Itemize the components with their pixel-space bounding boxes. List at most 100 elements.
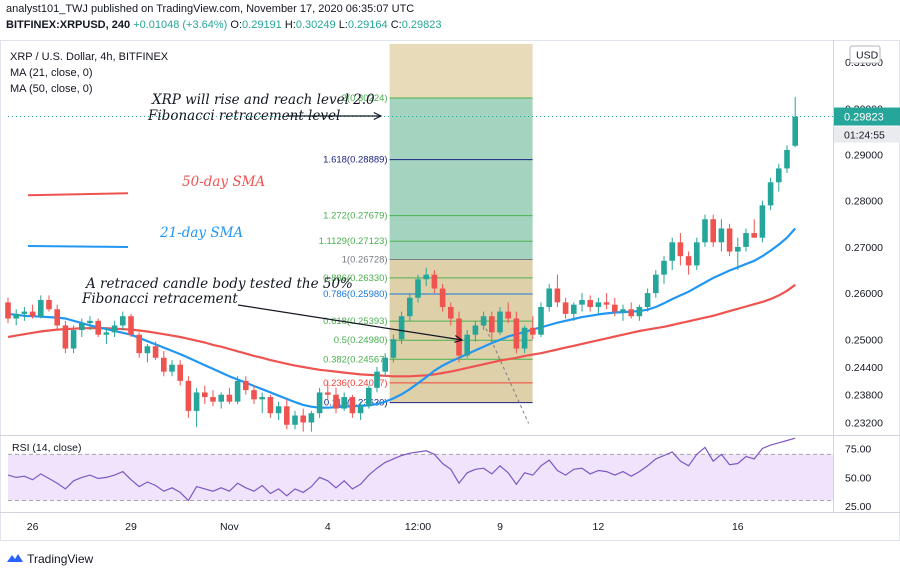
candle <box>644 288 651 312</box>
candle-body <box>562 302 569 314</box>
candle-body <box>308 413 315 423</box>
top-note-arrow <box>286 111 383 121</box>
candle <box>767 177 774 210</box>
candle <box>439 283 446 312</box>
candle <box>628 302 634 319</box>
fib-level-label-7: 0.618(0.25393) <box>323 316 387 327</box>
candle-body <box>259 397 265 400</box>
candle <box>456 311 462 363</box>
countdown-label: 01:24:55 <box>844 130 885 142</box>
candle <box>218 392 224 409</box>
candle-body <box>79 323 85 331</box>
candle-body <box>333 394 339 409</box>
candle <box>13 309 19 326</box>
currency-button-label: USD <box>856 50 879 62</box>
candle-body <box>185 380 192 411</box>
candle-body <box>87 320 93 324</box>
candle <box>579 293 585 312</box>
candle-body <box>521 327 528 349</box>
candle-body <box>718 228 725 243</box>
sma21-legend-swatch <box>27 245 129 249</box>
currency-button[interactable]: USD <box>849 45 881 64</box>
candle <box>677 233 684 266</box>
candle-body <box>169 364 175 372</box>
candle <box>480 311 487 331</box>
candle-body <box>349 397 356 414</box>
candle-body <box>759 205 766 238</box>
candle-body <box>784 149 790 169</box>
fib-level-label-10: 0.236(0.24057) <box>323 378 387 389</box>
candle <box>407 293 413 321</box>
candle <box>292 410 298 430</box>
candle-body <box>120 316 126 326</box>
candle <box>177 360 183 386</box>
candle <box>603 293 610 310</box>
bottom-note-line2: Fibonacci retracement <box>81 291 238 307</box>
bottom-note-arrow <box>237 304 464 343</box>
candle <box>776 163 782 192</box>
candle-body <box>546 288 552 307</box>
time-tick-label: 16 <box>732 521 744 533</box>
tradingview-logo[interactable]: TradingView <box>6 551 93 566</box>
candle <box>735 237 741 271</box>
candle-body <box>111 325 118 333</box>
candle-body <box>603 302 610 305</box>
candle-body <box>669 242 675 261</box>
candle-body <box>316 392 323 414</box>
candle <box>374 367 380 393</box>
candle <box>546 283 552 312</box>
time-tick-label: 12:00 <box>405 521 431 533</box>
candle <box>316 387 323 418</box>
candle-body <box>251 390 257 400</box>
candle-body <box>431 274 438 289</box>
publisher-line: analyst101_TWJ published on TradingView.… <box>6 3 415 15</box>
candle <box>62 320 69 354</box>
price-tick-label: 0.29000 <box>845 150 883 162</box>
time-tick-label: 9 <box>497 521 503 533</box>
candle-body <box>505 311 511 319</box>
candle <box>136 332 142 358</box>
countdown-tag <box>834 126 900 143</box>
candle-body <box>612 304 618 312</box>
candle-body <box>95 320 101 335</box>
candle-body <box>103 332 110 335</box>
price-tick-label: 0.26000 <box>845 288 883 300</box>
price-tick-label: 0.28000 <box>845 196 883 208</box>
candle <box>538 302 544 337</box>
candle <box>743 228 749 252</box>
candle <box>325 380 331 400</box>
time-tick-label: 26 <box>27 521 39 533</box>
rsi-title: RSI (14, close) <box>12 442 81 454</box>
candle-body <box>448 306 454 319</box>
candle <box>193 387 200 428</box>
candle <box>5 297 11 324</box>
candle <box>521 325 528 354</box>
candle-body <box>571 304 577 314</box>
price-change: +0.01048 (+3.64%) <box>133 19 228 31</box>
candle <box>169 360 175 377</box>
ma21-legend[interactable]: MA (21, close, 0) <box>10 67 93 79</box>
candle-body <box>70 330 77 349</box>
candle-body <box>46 300 52 310</box>
candle-body <box>554 288 561 303</box>
candle-body <box>152 346 159 358</box>
fib-level-label-2: 1.272(0.27679) <box>323 211 387 222</box>
currency-button-frame <box>849 45 881 64</box>
candle <box>751 219 757 238</box>
ma50-legend[interactable]: MA (50, close, 0) <box>10 83 93 95</box>
candle-body <box>480 316 487 326</box>
fib-level-label-8: 0.5(0.24980) <box>334 335 388 346</box>
candle-body <box>456 318 462 356</box>
price-tick-label: 0.27000 <box>845 242 883 254</box>
price-tick-label: 0.23200 <box>845 417 883 429</box>
candle-body <box>644 293 651 307</box>
candle <box>185 376 192 418</box>
sma50-annotation: 50-day SMA <box>182 174 265 190</box>
bottom-note-arrow-shaft <box>237 304 463 341</box>
candle <box>284 399 290 430</box>
candle <box>357 401 364 421</box>
candle-body <box>292 415 298 425</box>
bottom-note-line1: A retraced candle body tested the 50% <box>84 276 353 292</box>
price-tick-label: 0.23800 <box>845 390 883 402</box>
